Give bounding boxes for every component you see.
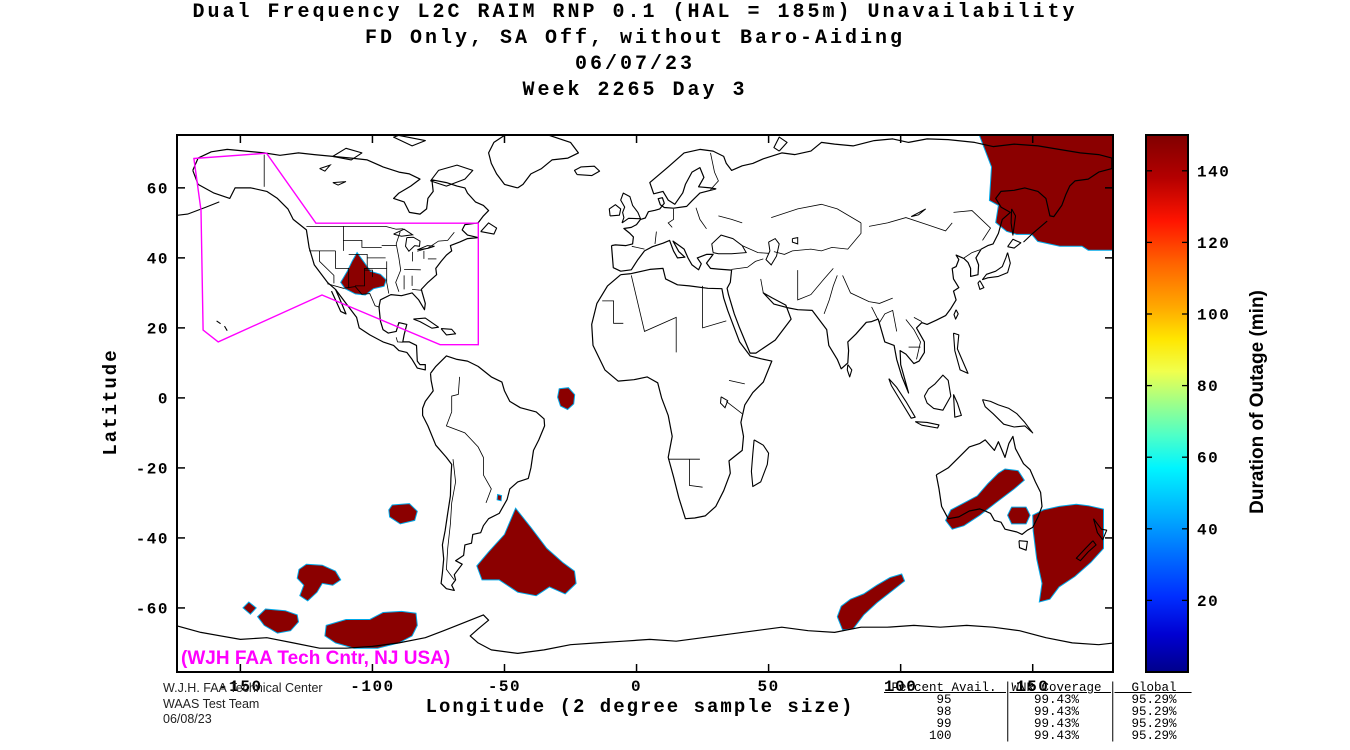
outage-region-australia-band [945, 468, 1025, 530]
title-line-1: Dual Frequency L2C RAIM RNP 0.1 (HAL = 1… [192, 1, 1078, 24]
svg-text:80: 80 [1197, 378, 1219, 396]
svg-text:50: 50 [758, 678, 780, 696]
outage-region-south-pacific-2 [256, 608, 300, 634]
coastlines-layer [177, 135, 1113, 655]
svg-text:40: 40 [147, 250, 169, 268]
annotation-credit: (WJH FAA Tech Cntr, NJ USA) [181, 648, 451, 669]
x-axis-label: Longitude (2 degree sample size) [425, 696, 855, 718]
outage-regions-layer [242, 135, 1113, 649]
title-line-4: Week 2265 Day 3 [522, 79, 748, 102]
colorbar-ticks [1146, 170, 1188, 602]
footer-date: 06/08/23 [163, 712, 212, 726]
stats-table-header: Percent Avail. |WNR Coverage | Global [884, 681, 1192, 695]
waas-coverage-boundary [193, 152, 479, 346]
svg-text:60: 60 [147, 180, 169, 198]
svg-text:0: 0 [158, 390, 169, 408]
outage-region-southeast-pacific [388, 503, 418, 525]
colorbar-label: Duration of Outage (min) [1247, 290, 1268, 514]
outage-region-us-southwest [340, 251, 387, 296]
svg-text:-20: -20 [136, 460, 169, 478]
outage-region-south-pacific-diamond [242, 601, 257, 615]
outage-region-south-pacific-1 [296, 563, 342, 602]
y-axis-label: Latitude [100, 348, 122, 456]
plot-frame [176, 134, 1114, 673]
svg-text:-50: -50 [488, 678, 521, 696]
svg-text:120: 120 [1197, 235, 1230, 253]
outage-region-australia-hex [1007, 506, 1031, 525]
footer-info: W.J.H. FAA Technical Center WAAS Test Te… [163, 681, 323, 728]
axis-tick-labels: -150 -100 -50 0 50 100 150 60 40 20 0 -20 -40 -60 [136, 180, 1049, 696]
svg-text:-60: -60 [136, 600, 169, 618]
islands-layer [177, 135, 1108, 562]
colorbar [1145, 134, 1189, 673]
outage-region-equatorial-atlantic [557, 387, 576, 411]
outage-region-tasman-new-zealand [1032, 503, 1104, 603]
map-layers [177, 135, 1113, 655]
svg-text:0: 0 [631, 678, 642, 696]
outage-region-southern-indian-ocean [836, 573, 906, 631]
colorbar-tick-labels: 20 40 60 80 100 120 140 [1197, 163, 1230, 611]
svg-text:-150: -150 [218, 678, 262, 696]
footer-org: W.J.H. FAA Technical Center [163, 681, 323, 695]
country-borders-layer [263, 152, 992, 581]
svg-text:20: 20 [1197, 593, 1219, 611]
title-line-3: 06/07/23 [574, 53, 695, 76]
outage-region-uruguay-coast-dot [496, 493, 503, 502]
title-line-2: FD Only, SA Off, without Baro-Aiding [364, 27, 906, 50]
chart-title: Dual Frequency L2C RAIM RNP 0.1 (HAL = 1… [167, 0, 1103, 104]
svg-text:-40: -40 [136, 530, 169, 548]
svg-text:150: 150 [1016, 678, 1049, 696]
svg-text:60: 60 [1197, 450, 1219, 468]
svg-text:100: 100 [884, 678, 917, 696]
svg-text:20: 20 [147, 320, 169, 338]
availability-stats-table: Percent Avail. |WNR Coverage | Global 95… [884, 681, 1192, 743]
svg-text:140: 140 [1197, 163, 1230, 181]
svg-text:40: 40 [1197, 521, 1219, 539]
lakes-layer [319, 164, 927, 409]
svg-text:-100: -100 [350, 678, 394, 696]
outage-region-south-pacific-3 [324, 610, 418, 649]
outage-region-south-atlantic [476, 507, 577, 597]
axis-ticks [177, 135, 1113, 672]
svg-text:100: 100 [1197, 307, 1230, 325]
footer-team: WAAS Test Team [163, 696, 260, 711]
